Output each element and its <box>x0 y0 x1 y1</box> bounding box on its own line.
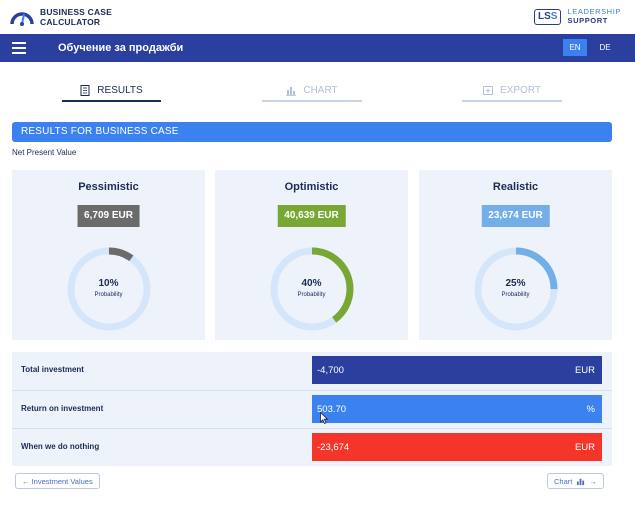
probability-value: 10% <box>98 278 119 289</box>
row-label: Total investment <box>21 365 84 374</box>
probability-value: 25% <box>505 278 526 289</box>
app-header: BUSINESS CASE CALCULATOR LS S LEADERSHIP… <box>0 0 635 34</box>
scenario-amount: 40,639 EUR <box>277 205 346 227</box>
investment-values-button[interactable]: ← Investment Values <box>15 473 100 489</box>
row-value-bar: 503.70 % <box>312 395 602 423</box>
arrow-right-icon: → <box>589 476 597 486</box>
summary-table: Total investment -4,700 EUR Return on in… <box>12 352 612 466</box>
partner-line1: LEADERSHIP <box>567 7 621 16</box>
scenario-title: Pessimistic <box>78 181 139 193</box>
mouse-cursor-icon <box>320 412 328 424</box>
row-unit: EUR <box>574 365 595 376</box>
tab-export-label: EXPORT <box>500 84 541 96</box>
npv-label: Net Present Value <box>12 148 77 157</box>
tab-chart-label: CHART <box>303 84 338 96</box>
probability-caption: Probability <box>297 292 326 298</box>
partner-line2: SUPPORT <box>567 15 608 25</box>
partner-logo-ls: LS <box>538 11 551 22</box>
tab-chart[interactable]: CHART <box>262 80 362 102</box>
table-row: Return on investment 503.70 % <box>12 390 612 428</box>
gauge-icon <box>10 12 34 26</box>
probability-value: 40% <box>301 278 322 289</box>
probability-ring <box>474 247 557 331</box>
menu-icon[interactable] <box>12 42 26 54</box>
section-header: RESULTS FOR BUSINESS CASE <box>12 122 612 142</box>
row-value-bar: -4,700 EUR <box>312 356 602 384</box>
probability-ring <box>67 247 150 331</box>
bar-chart-icon <box>577 478 585 485</box>
table-row: Total investment -4,700 EUR <box>12 352 612 390</box>
export-icon <box>483 85 494 95</box>
tab-results-label: RESULTS <box>97 84 143 96</box>
chart-button-label: Chart <box>554 476 573 486</box>
scenario-amount: 6,709 EUR <box>77 205 140 227</box>
scenario-card-realistic: Realistic 23,674 EUR 25% Probability <box>419 170 612 340</box>
scenario-amount: 23,674 EUR <box>481 205 550 227</box>
row-value: 503.70 <box>317 404 347 415</box>
bar-chart-icon <box>286 86 297 96</box>
row-value: -4,700 <box>317 365 344 376</box>
table-row: When we do nothing -23,674 EUR <box>12 428 612 466</box>
partner-logo-mark: LS S <box>534 8 562 25</box>
tab-export[interactable]: EXPORT <box>462 80 562 102</box>
app-name: BUSINESS CASE CALCULATOR <box>40 7 112 27</box>
partner-logo-text: LEADERSHIP SUPPORT <box>567 7 621 25</box>
partner-logo-s: S <box>550 11 558 22</box>
probability-caption: Probability <box>501 292 530 298</box>
partner-logo: LS S LEADERSHIP SUPPORT <box>534 7 621 25</box>
scenario-title: Realistic <box>492 181 539 193</box>
row-label: When we do nothing <box>21 442 100 451</box>
tab-results[interactable]: RESULTS <box>62 80 161 102</box>
row-value-bar: -23,674 EUR <box>312 433 602 461</box>
probability-caption: Probability <box>94 292 123 298</box>
scenario-card-optimistic: Optimistic 40,639 EUR 40% Probability <box>215 170 408 340</box>
app-name-line1: BUSINESS CASE <box>40 7 113 17</box>
page-title: Обучение за продажби <box>58 42 184 54</box>
navbar: Обучение за продажби EN DE <box>0 34 635 62</box>
app-logo[interactable]: BUSINESS CASE CALCULATOR <box>10 7 112 27</box>
document-icon <box>80 84 90 96</box>
scenario-title: Optimistic <box>284 181 339 193</box>
scenario-card-pessimistic: Pessimistic 6,709 EUR 10% Probability <box>12 170 205 340</box>
row-unit: % <box>586 404 595 415</box>
chart-button[interactable]: Chart → <box>547 473 604 489</box>
row-unit: EUR <box>574 442 595 453</box>
row-label: Return on investment <box>21 404 104 413</box>
language-en-button[interactable]: EN <box>563 39 587 56</box>
probability-ring <box>270 247 353 331</box>
row-value: -23,674 <box>317 442 350 453</box>
app-name-line2: CALCULATOR <box>40 17 101 27</box>
language-de-button[interactable]: DE <box>599 43 611 52</box>
